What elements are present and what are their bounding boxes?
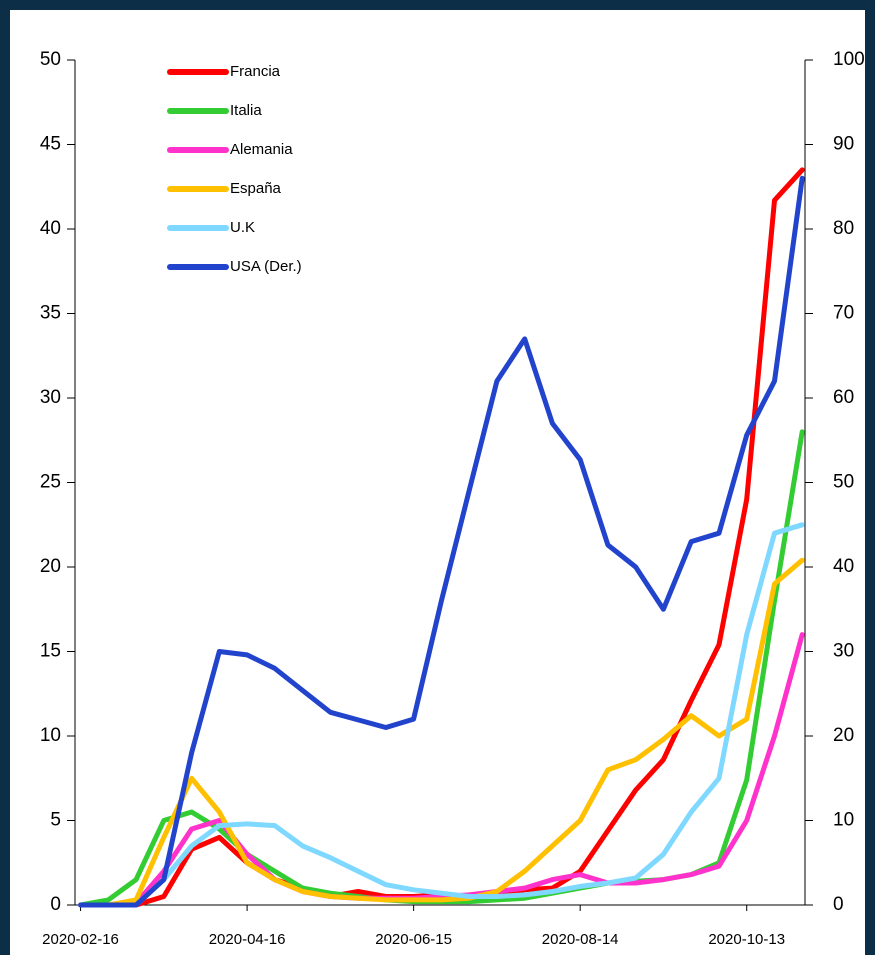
y-tick-label: 0 xyxy=(50,894,61,915)
y-tick-label: 10 xyxy=(40,725,61,746)
y2-tick-label: 50 xyxy=(833,472,854,493)
y-tick-label: 15 xyxy=(40,641,61,662)
y2-tick-label: 10 xyxy=(833,810,854,831)
y2-tick-label: 100 xyxy=(833,49,865,70)
y-tick-label: 25 xyxy=(40,472,61,493)
x-tick-label: 2020-02-16 xyxy=(42,931,119,948)
series-line xyxy=(78,632,805,908)
y2-tick-label: 60 xyxy=(833,387,854,408)
plot-background xyxy=(10,10,865,955)
y-tick-label: 45 xyxy=(40,134,61,155)
y2-tick-label: 80 xyxy=(833,218,854,239)
legend-label: Italia xyxy=(230,102,262,119)
y-tick-label: 5 xyxy=(50,810,61,831)
legend-label: Alemania xyxy=(230,141,293,158)
legend-label: España xyxy=(230,180,282,197)
y-tick-label: 30 xyxy=(40,387,61,408)
series-line xyxy=(78,175,805,908)
y2-tick-label: 40 xyxy=(833,556,854,577)
x-tick-label: 2020-04-16 xyxy=(209,931,286,948)
y2-tick-label: 90 xyxy=(833,134,854,155)
y-tick-label: 40 xyxy=(40,218,61,239)
y2-tick-label: 30 xyxy=(833,641,854,662)
x-tick-label: 2020-10-13 xyxy=(708,931,785,948)
legend-label: USA (Der.) xyxy=(230,258,302,275)
series-line xyxy=(78,557,805,908)
y-tick-label: 35 xyxy=(40,303,61,324)
x-tick-label: 2020-06-15 xyxy=(375,931,452,948)
y2-tick-label: 0 xyxy=(833,894,844,915)
y-tick-label: 50 xyxy=(40,49,61,70)
y2-tick-label: 20 xyxy=(833,725,854,746)
series-line xyxy=(78,522,805,908)
legend-label: U.K xyxy=(230,219,255,236)
y-tick-label: 20 xyxy=(40,556,61,577)
x-tick-label: 2020-08-14 xyxy=(542,931,619,948)
legend-label: Francia xyxy=(230,63,281,80)
y2-tick-label: 70 xyxy=(833,303,854,324)
